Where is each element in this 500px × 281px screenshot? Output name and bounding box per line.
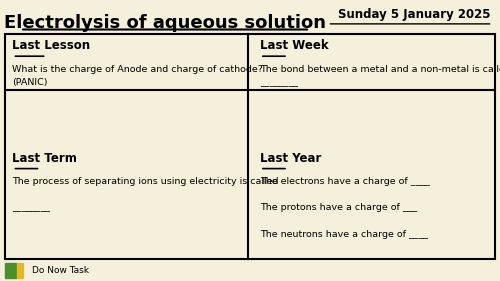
Text: Last Week: Last Week: [260, 39, 328, 52]
Text: Sunday 5 January 2025: Sunday 5 January 2025: [338, 8, 490, 21]
Text: The process of separating ions using electricity is called

________: The process of separating ions using ele…: [12, 177, 279, 212]
Bar: [16, 263, 22, 278]
Text: The electrons have a charge of ____

The protons have a charge of ___

The neutr: The electrons have a charge of ____ The …: [260, 177, 430, 239]
Text: What is the charge of Anode and charge of cathode?
(PANIC): What is the charge of Anode and charge o…: [12, 65, 264, 87]
Text: The bond between a metal and a non-metal is called
________: The bond between a metal and a non-metal…: [260, 65, 500, 87]
Text: Do Now Task: Do Now Task: [32, 266, 90, 275]
Text: Last Lesson: Last Lesson: [12, 39, 90, 52]
Bar: [5, 263, 16, 278]
Text: Last Term: Last Term: [12, 152, 78, 165]
Text: Last Year: Last Year: [260, 152, 322, 165]
Text: Electrolysis of aqueous solution: Electrolysis of aqueous solution: [4, 14, 326, 32]
